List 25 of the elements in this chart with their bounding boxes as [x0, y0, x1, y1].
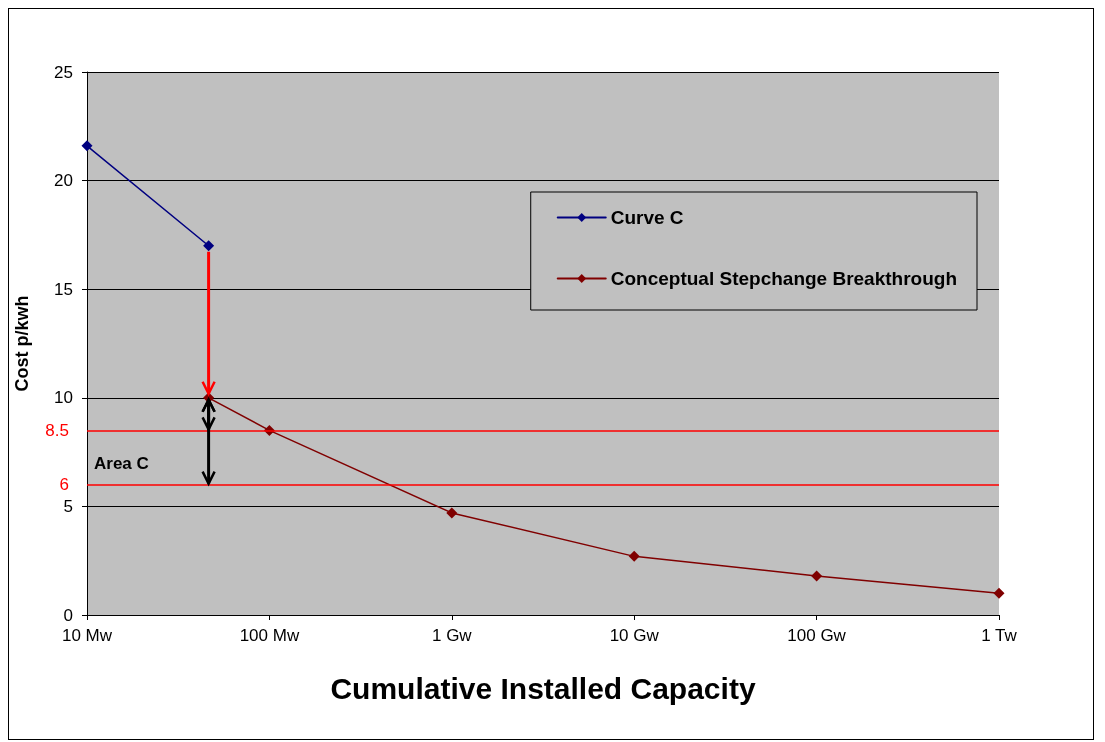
y-tick-label: 20 — [54, 171, 73, 191]
ref-line-label: 8.5 — [45, 420, 69, 440]
x-tick-label: 1 Gw — [431, 626, 473, 645]
x-tick-label: 100 Mw — [239, 626, 300, 645]
y-axis-title: Cost p/kwh — [12, 295, 32, 392]
ref-line-label: 6 — [59, 475, 69, 495]
y-tick-label: 5 — [63, 496, 73, 516]
x-tick-label: 1 Tw — [981, 626, 1018, 645]
point — [446, 507, 458, 519]
y-tick-label: 10 — [54, 388, 73, 408]
point — [993, 587, 1005, 599]
x-tick-label: 10 Mw — [61, 626, 113, 645]
point — [203, 240, 215, 252]
point — [811, 570, 823, 582]
point — [81, 140, 93, 152]
x-axis-title: Cumulative Installed Capacity — [330, 671, 756, 705]
legend-label: Curve C — [610, 207, 684, 228]
x-tick-label: 100 Gw — [787, 626, 847, 645]
point — [628, 550, 640, 562]
y-tick-label: 25 — [54, 62, 73, 82]
x-tick-label: 10 Gw — [609, 626, 660, 645]
y-tick-label: 15 — [54, 279, 73, 299]
y-tick-label: 0 — [63, 605, 73, 625]
legend-label: Conceptual Stepchange Breakthrough — [610, 268, 958, 289]
annotation: Area C — [94, 454, 149, 473]
